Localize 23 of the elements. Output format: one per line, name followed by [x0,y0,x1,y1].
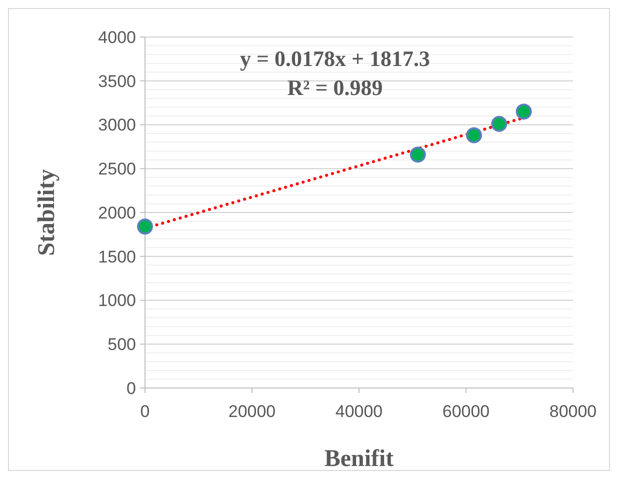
y-tick-label: 3500 [98,72,136,91]
y-tick-label: 500 [108,335,136,354]
x-tick-label: 80000 [549,402,597,421]
x-tick-label: 40000 [335,402,383,421]
y-tick-label: 2000 [98,203,136,222]
x-tick-label: 60000 [442,402,490,421]
y-tick-label: 1000 [98,291,136,310]
y-tick-label: 4000 [98,28,136,47]
y-tick-label: 2500 [98,160,136,179]
x-axis-title: Benifit [324,446,394,472]
point [466,127,482,144]
annotation: y = 0.0178x + 1817.3 [240,46,430,71]
x-tick-label: 20000 [228,402,276,421]
y-tick-label: 3000 [98,116,136,135]
annotation: R² = 0.989 [287,75,383,100]
y-tick-label: 1500 [98,247,136,266]
point [491,116,508,132]
x-tick-label: 0 [140,402,150,421]
y-axis-title: Stability [34,169,60,256]
point [516,104,532,120]
point [137,218,153,235]
y-tick-label: 0 [126,378,136,398]
point [410,146,426,163]
